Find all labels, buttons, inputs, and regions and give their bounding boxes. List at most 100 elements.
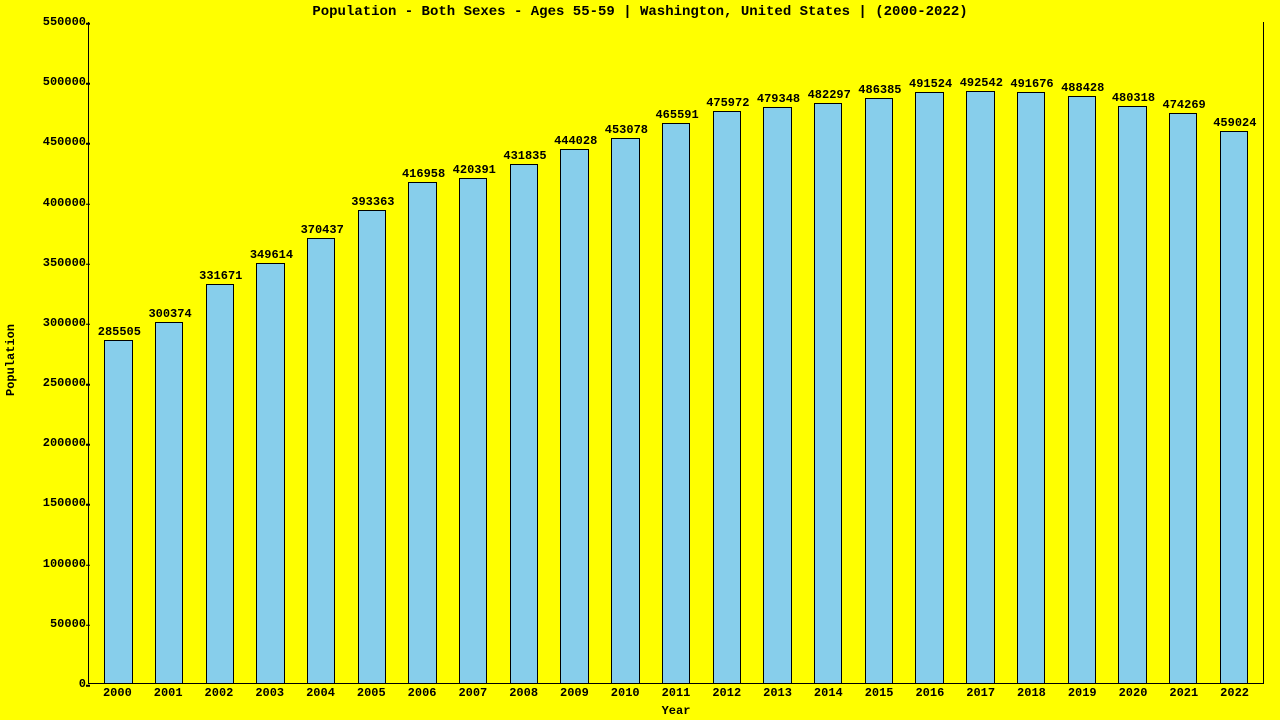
bar-value-label: 453078	[605, 124, 648, 136]
bar-value-label: 459024	[1213, 117, 1256, 129]
x-tick-label: 2003	[244, 686, 295, 702]
bar-value-label: 475972	[706, 97, 749, 109]
y-tick-label: 400000	[43, 196, 86, 210]
y-tick-label: 100000	[43, 557, 86, 571]
y-tick-label: 550000	[43, 15, 86, 29]
bar	[1068, 96, 1096, 683]
bar-value-label: 492542	[960, 77, 1003, 89]
bar-value-label: 486385	[858, 84, 901, 96]
bar	[1017, 92, 1045, 683]
bar-value-label: 393363	[351, 196, 394, 208]
bar	[611, 138, 639, 683]
bar-value-label: 479348	[757, 93, 800, 105]
bar-slot: 474269	[1158, 22, 1209, 683]
bar-value-label: 465591	[655, 109, 698, 121]
bars-container: 285505 300374331671 349614 370437 393363 4169…	[89, 22, 1263, 683]
bar-slot: 488428	[1056, 22, 1107, 683]
bar-slot: 370437	[296, 22, 347, 683]
x-tick-label: 2008	[498, 686, 549, 702]
bar-slot: 393363	[347, 22, 398, 683]
x-tick-label: 2011	[651, 686, 702, 702]
y-tick-label: 300000	[43, 316, 86, 330]
bar-value-label: 285505	[98, 326, 141, 338]
bar	[1169, 113, 1197, 683]
x-tick-label: 2007	[447, 686, 498, 702]
x-tick-label: 2006	[397, 686, 448, 702]
x-tick-label: 2022	[1209, 686, 1260, 702]
x-tick-label: 2018	[1006, 686, 1057, 702]
bar-slot: 475972	[701, 22, 752, 683]
bar-slot: 444028	[549, 22, 600, 683]
chart-title: Population - Both Sexes - Ages 55-59 | W…	[0, 4, 1280, 20]
x-tick-label: 2019	[1057, 686, 1108, 702]
bar-slot: 459024	[1208, 22, 1259, 683]
bar-slot: 486385	[854, 22, 905, 683]
y-tick-label: 200000	[43, 436, 86, 450]
bar-value-label: 491524	[909, 78, 952, 90]
y-tick-label: 50000	[50, 617, 86, 631]
bar	[713, 111, 741, 683]
chart-container: Population - Both Sexes - Ages 55-59 | W…	[0, 0, 1280, 720]
bar-value-label: 474269	[1163, 99, 1206, 111]
bar	[560, 149, 588, 683]
x-tick-label: 2004	[295, 686, 346, 702]
bar-slot: 349614	[245, 22, 296, 683]
bar-slot: 416958	[397, 22, 448, 683]
bar-value-label: 370437	[301, 224, 344, 236]
bar-slot: 285505	[93, 22, 144, 683]
bar-slot: 420391	[448, 22, 499, 683]
y-tick-label: 450000	[43, 135, 86, 149]
bar	[104, 340, 132, 683]
x-tick-label: 2021	[1158, 686, 1209, 702]
x-tick-label: 2009	[549, 686, 600, 702]
x-tick-label: 2015	[854, 686, 905, 702]
bar-value-label: 444028	[554, 135, 597, 147]
bar-slot: 491524	[904, 22, 955, 683]
bar-slot: 480318	[1107, 22, 1158, 683]
bar-value-label: 491676	[1010, 78, 1053, 90]
bar-value-label: 480318	[1112, 92, 1155, 104]
bar	[307, 238, 335, 683]
bar-value-label: 349614	[250, 249, 293, 261]
x-tick-label: 2005	[346, 686, 397, 702]
bar	[966, 91, 994, 683]
y-tick-label: 250000	[43, 376, 86, 390]
x-tick-label: 2014	[803, 686, 854, 702]
bar	[1118, 106, 1146, 683]
y-tick-label: 500000	[43, 75, 86, 89]
x-tick-label: 2002	[194, 686, 245, 702]
bar-value-label: 300374	[148, 308, 191, 320]
y-tick-label: 350000	[43, 256, 86, 270]
bar-slot: 492542	[955, 22, 1006, 683]
bar	[763, 107, 791, 683]
bar-slot: 431835	[499, 22, 550, 683]
bar	[814, 103, 842, 683]
bar-slot: 331671	[194, 22, 245, 683]
bar	[915, 92, 943, 683]
bar-value-label: 416958	[402, 168, 445, 180]
bar	[662, 123, 690, 683]
x-tick-label: 2000	[92, 686, 143, 702]
bar	[1220, 131, 1248, 683]
x-tick-label: 2001	[143, 686, 194, 702]
bar-value-label: 488428	[1061, 82, 1104, 94]
bar	[358, 210, 386, 683]
x-tick-label: 2012	[701, 686, 752, 702]
bar-value-label: 482297	[808, 89, 851, 101]
bar-slot: 491676	[1006, 22, 1057, 683]
bar-slot: 482297	[803, 22, 854, 683]
bar	[408, 182, 436, 683]
x-tick-label: 2010	[600, 686, 651, 702]
bar	[256, 263, 284, 683]
y-tick-label: 150000	[43, 496, 86, 510]
bar-value-label: 431835	[503, 150, 546, 162]
bar	[206, 284, 234, 683]
x-tick-label: 2017	[955, 686, 1006, 702]
bar	[865, 98, 893, 683]
x-tick-label: 2020	[1108, 686, 1159, 702]
y-ticks: 0500001000001500002000002500003000003500…	[0, 22, 86, 684]
bar	[459, 178, 487, 683]
plot-area: 285505 300374331671 349614 370437 393363 4169…	[88, 22, 1264, 684]
x-tick-label: 2016	[905, 686, 956, 702]
x-tick-label: 2013	[752, 686, 803, 702]
